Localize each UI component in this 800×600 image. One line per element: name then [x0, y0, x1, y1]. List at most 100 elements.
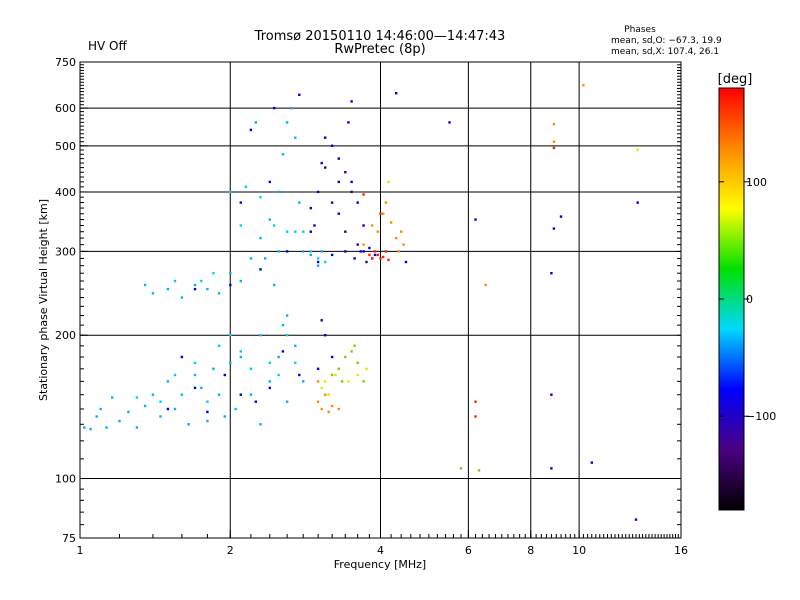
data-point [320, 250, 323, 253]
data-point [337, 180, 340, 184]
data-point [320, 319, 323, 322]
data-point [268, 380, 271, 383]
data-point [368, 253, 371, 257]
data-point [273, 224, 276, 227]
data-point [316, 380, 320, 383]
data-point [347, 121, 350, 124]
data-point [89, 427, 92, 431]
data-point [193, 287, 197, 291]
data-point [316, 400, 320, 403]
data-point [334, 373, 337, 377]
data-point [229, 190, 232, 194]
data-point [259, 196, 262, 199]
data-point [217, 393, 221, 396]
data-point [356, 201, 359, 204]
data-point [254, 121, 257, 124]
data-point [281, 350, 285, 353]
phases-heading: Phases [624, 25, 656, 35]
data-point [159, 415, 162, 418]
data-point [212, 272, 215, 275]
y-tick-label: 75 [62, 532, 76, 545]
data-point [316, 260, 320, 264]
data-point [365, 367, 368, 370]
data-point [259, 236, 262, 240]
colorbar-ticks: 100 0 −100 [718, 87, 776, 511]
y-tick-label: 500 [55, 140, 76, 153]
data-point [389, 221, 393, 224]
x-axis: 1 2 4 6 8 10 16 [77, 530, 688, 557]
phases-stat-x: mean, sd,X: 107.4, 26.1 [611, 47, 719, 57]
data-point [376, 253, 379, 257]
data-point [259, 334, 262, 337]
data-point [550, 467, 553, 470]
data-point [259, 268, 262, 271]
hv-status-label: HV Off [88, 39, 127, 53]
data-point [159, 400, 162, 403]
data-point [484, 283, 487, 287]
data-point [324, 380, 327, 383]
data-point [206, 287, 209, 291]
data-point [239, 355, 242, 359]
data-point [281, 324, 285, 327]
y-tick-label: 400 [55, 186, 76, 199]
data-point [294, 344, 297, 347]
data-point [559, 215, 563, 218]
data-point [285, 334, 289, 337]
data-point [320, 407, 323, 411]
data-point [371, 224, 374, 227]
colorbar: [deg] 100 0 −100 [718, 72, 776, 511]
x-tick-label: 1 [77, 544, 84, 557]
data-point [309, 250, 312, 253]
data-point [327, 393, 330, 396]
data-point [294, 361, 297, 364]
data-point [229, 272, 232, 275]
data-point [313, 224, 316, 227]
data-point [259, 423, 262, 426]
data-point [387, 180, 390, 184]
chart-title-line1: Tromsø 20150110 14:46:00—14:47:43 [254, 29, 506, 44]
x-tick-label: 10 [572, 544, 586, 557]
data-point [337, 212, 340, 215]
data-point [397, 250, 400, 253]
data-point [302, 230, 305, 233]
data-point [166, 287, 170, 291]
data-point [290, 106, 293, 110]
data-point [249, 128, 253, 132]
data-point [344, 250, 347, 253]
data-point [376, 230, 379, 233]
data-point [281, 153, 285, 156]
data-point [474, 415, 477, 418]
data-point [217, 292, 221, 295]
data-point [350, 190, 353, 194]
data-point [151, 292, 155, 295]
data-point [350, 100, 353, 103]
data-point [362, 193, 365, 196]
data-point [135, 396, 139, 399]
data-point [105, 426, 108, 429]
data-point [277, 190, 280, 194]
data-point [324, 166, 327, 169]
data-point [320, 386, 323, 390]
data-point [362, 380, 365, 383]
data-point [206, 410, 209, 414]
x-tick-label: 8 [527, 544, 534, 557]
data-point [206, 400, 209, 403]
data-point [330, 355, 334, 359]
data-point [344, 230, 347, 233]
data-point [180, 355, 184, 359]
data-point [229, 361, 232, 364]
y-tick-label: 750 [55, 56, 76, 69]
data-point [330, 404, 334, 408]
data-point [239, 279, 242, 283]
data-point [239, 224, 242, 227]
data-point [151, 393, 155, 396]
data-point [118, 419, 121, 423]
colorbar-tick-label: −100 [746, 410, 776, 423]
x-tick-label: 6 [465, 544, 472, 557]
data-point [273, 283, 276, 287]
data-point [298, 373, 301, 377]
data-point [330, 373, 334, 377]
y-tick-label: 300 [55, 245, 76, 258]
y-tick-label: 100 [55, 473, 76, 486]
x-tick-label: 4 [377, 544, 384, 557]
